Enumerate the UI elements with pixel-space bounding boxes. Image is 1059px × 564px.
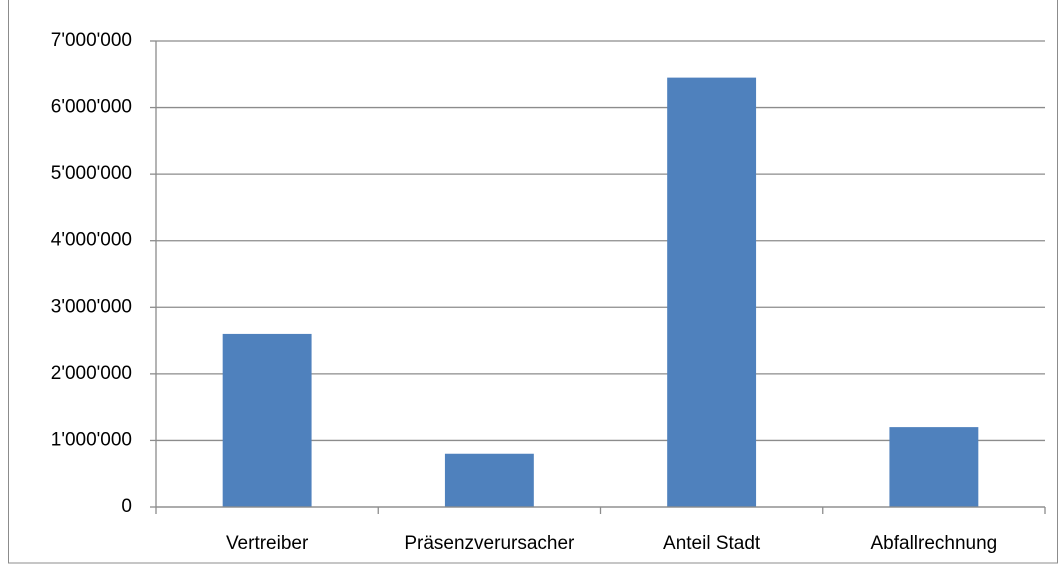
y-tick-label: 6'000'000 [51, 97, 132, 118]
y-tick-label: 2'000'000 [51, 363, 132, 384]
bar [889, 427, 979, 507]
x-tick-label: Präsenzverursacher [404, 533, 575, 554]
chart-border [8, 0, 1058, 564]
bar [444, 453, 534, 507]
y-tick-label: 3'000'000 [51, 296, 132, 317]
bar [222, 333, 312, 507]
x-tick-label: Abfallrechnung [870, 533, 997, 554]
bar [667, 77, 757, 507]
y-tick-label: 7'000'000 [51, 30, 132, 51]
y-tick-label: 4'000'000 [51, 230, 132, 251]
y-tick-label: 0 [121, 496, 132, 517]
x-tick-label: Anteil Stadt [663, 533, 761, 554]
y-tick-label: 1'000'000 [51, 429, 132, 450]
x-tick-label: Vertreiber [226, 533, 309, 554]
y-tick-label: 5'000'000 [51, 163, 132, 184]
